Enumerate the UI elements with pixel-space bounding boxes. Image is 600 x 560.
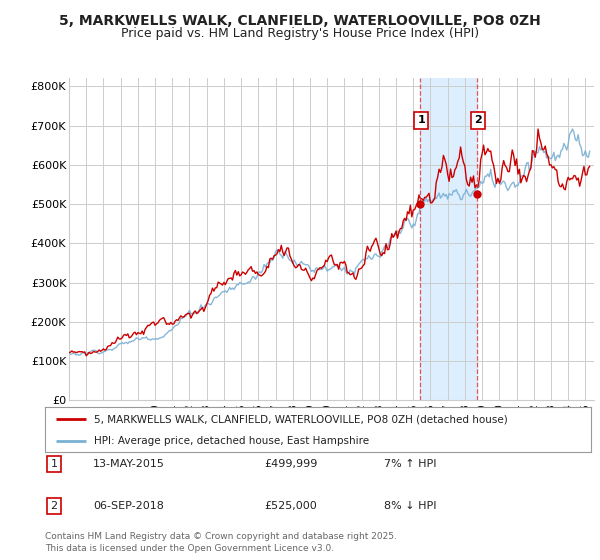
Text: HPI: Average price, detached house, East Hampshire: HPI: Average price, detached house, East… (94, 436, 369, 446)
Text: 2: 2 (475, 115, 482, 125)
Text: Price paid vs. HM Land Registry's House Price Index (HPI): Price paid vs. HM Land Registry's House … (121, 27, 479, 40)
Bar (419, 78, 476, 400)
Text: 7% ↑ HPI: 7% ↑ HPI (384, 459, 437, 469)
Text: Contains HM Land Registry data © Crown copyright and database right 2025.
This d: Contains HM Land Registry data © Crown c… (45, 533, 397, 553)
Text: £499,999: £499,999 (264, 459, 317, 469)
Text: 8% ↓ HPI: 8% ↓ HPI (384, 501, 437, 511)
Text: 2: 2 (50, 501, 58, 511)
Text: 13-MAY-2015: 13-MAY-2015 (93, 459, 165, 469)
Text: £525,000: £525,000 (264, 501, 317, 511)
Text: 5, MARKWELLS WALK, CLANFIELD, WATERLOOVILLE, PO8 0ZH (detached house): 5, MARKWELLS WALK, CLANFIELD, WATERLOOVI… (94, 414, 508, 424)
Text: 1: 1 (50, 459, 58, 469)
Text: 5, MARKWELLS WALK, CLANFIELD, WATERLOOVILLE, PO8 0ZH: 5, MARKWELLS WALK, CLANFIELD, WATERLOOVI… (59, 14, 541, 28)
Text: 1: 1 (418, 115, 425, 125)
Text: 06-SEP-2018: 06-SEP-2018 (93, 501, 164, 511)
